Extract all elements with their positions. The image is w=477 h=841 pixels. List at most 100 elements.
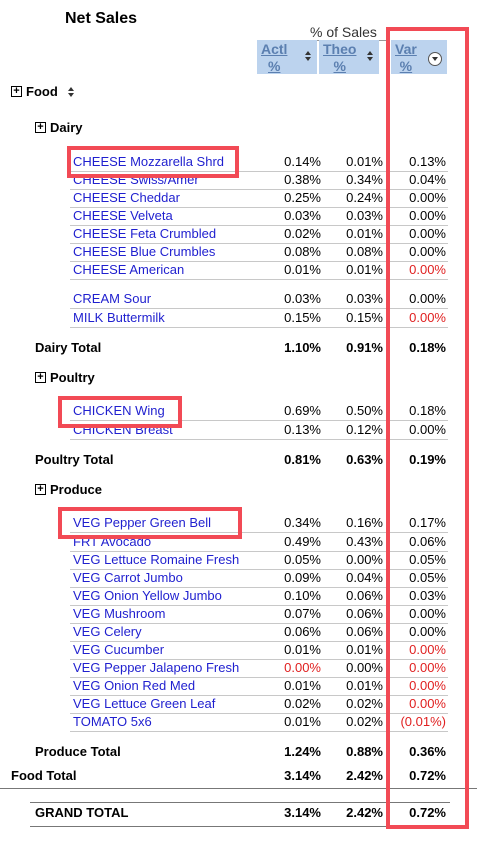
- var-value: 0.05%: [409, 570, 446, 585]
- row-divider: [70, 551, 448, 552]
- total-var: 0.72%: [409, 805, 446, 820]
- item-link[interactable]: CHEESE Cheddar: [73, 190, 180, 205]
- total-var: 0.19%: [409, 452, 446, 467]
- var-value: 0.00%: [409, 291, 446, 306]
- group-dairy-label: Dairy: [50, 120, 83, 135]
- var-value: 0.00%: [409, 624, 446, 639]
- actl-value: 0.10%: [284, 588, 321, 603]
- table-row: VEG Pepper Green Bell 0.34% 0.16% 0.17%: [0, 515, 477, 533]
- dropdown-filter-icon[interactable]: [428, 52, 442, 66]
- var-value: 0.00%: [409, 660, 446, 675]
- var-value: 0.00%: [409, 606, 446, 621]
- sort-icon[interactable]: [304, 51, 312, 61]
- highlight-box: [386, 27, 469, 829]
- item-link[interactable]: CHEESE Feta Crumbled: [73, 226, 217, 241]
- item-link[interactable]: VEG Pepper Green Bell: [73, 515, 212, 530]
- item-link[interactable]: VEG Mushroom: [73, 606, 166, 621]
- column-header-var[interactable]: Var %: [391, 40, 447, 74]
- total-theo: 0.91%: [346, 340, 383, 355]
- item-link[interactable]: VEG Cucumber: [73, 642, 165, 657]
- item-link[interactable]: VEG Lettuce Romaine Fresh: [73, 552, 240, 567]
- item-link[interactable]: VEG Carrot Jumbo: [73, 570, 183, 585]
- report-title: Net Sales: [65, 10, 138, 27]
- highlight-box: [58, 507, 242, 539]
- theo-value: 0.02%: [346, 714, 383, 729]
- item-link[interactable]: VEG Pepper Jalapeno Fresh: [73, 660, 240, 675]
- item-link[interactable]: CHEESE Blue Crumbles: [73, 244, 216, 259]
- highlight-box: [67, 146, 239, 178]
- item-link[interactable]: CHICKEN Wing: [73, 403, 165, 418]
- row-divider: [70, 532, 448, 533]
- column-actl-unit: %: [268, 58, 281, 74]
- actl-value: 0.08%: [284, 244, 321, 259]
- column-header-theo[interactable]: Theo %: [319, 40, 379, 74]
- actl-value: 0.02%: [284, 696, 321, 711]
- row-divider: [70, 308, 448, 309]
- column-header-actl[interactable]: Actl %: [257, 40, 317, 74]
- row-divider: [70, 569, 448, 570]
- item-link[interactable]: MILK Buttermilk: [73, 310, 165, 325]
- row-divider: [70, 171, 448, 172]
- item-link[interactable]: CREAM Sour: [73, 291, 152, 306]
- theo-value: 0.34%: [346, 172, 383, 187]
- total-theo: 2.42%: [346, 768, 383, 783]
- actl-value: 0.01%: [284, 714, 321, 729]
- theo-value: 0.01%: [346, 678, 383, 693]
- divider: [0, 788, 477, 789]
- total-var: 0.72%: [409, 768, 446, 783]
- item-link[interactable]: VEG Celery: [73, 624, 142, 639]
- table-row: VEG Lettuce Green Leaf 0.02% 0.02% 0.00%: [0, 696, 477, 714]
- expand-food-icon[interactable]: +: [11, 86, 22, 97]
- theo-value: 0.01%: [346, 262, 383, 277]
- item-link[interactable]: TOMATO 5x6: [73, 714, 152, 729]
- table-row: VEG Cucumber 0.01% 0.01% 0.00%: [0, 642, 477, 660]
- theo-value: 0.06%: [346, 606, 383, 621]
- item-link[interactable]: VEG Onion Yellow Jumbo: [73, 588, 222, 603]
- theo-value: 0.04%: [346, 570, 383, 585]
- item-link[interactable]: CHEESE Mozzarella Shrd: [73, 154, 224, 169]
- expand-dairy-icon[interactable]: +: [35, 122, 46, 133]
- theo-value: 0.12%: [346, 422, 383, 437]
- table-row: VEG Celery 0.06% 0.06% 0.00%: [0, 624, 477, 642]
- var-value: 0.00%: [409, 678, 446, 693]
- expand-poultry-icon[interactable]: +: [35, 372, 46, 383]
- sort-icon[interactable]: [67, 87, 75, 97]
- item-link[interactable]: CHEESE Velveta: [73, 208, 173, 223]
- theo-value: 0.00%: [346, 552, 383, 567]
- dairy-total-row: Dairy Total 1.10% 0.91% 0.18%: [0, 340, 477, 358]
- item-link[interactable]: VEG Lettuce Green Leaf: [73, 696, 216, 711]
- theo-value: 0.01%: [346, 154, 383, 169]
- row-divider: [70, 243, 448, 244]
- theo-value: 0.08%: [346, 244, 383, 259]
- total-var: 0.18%: [409, 340, 446, 355]
- theo-value: 0.02%: [346, 696, 383, 711]
- total-actl: 0.81%: [284, 452, 321, 467]
- table-row: CHEESE Feta Crumbled 0.02% 0.01% 0.00%: [0, 226, 477, 244]
- sort-icon[interactable]: [366, 51, 374, 61]
- actl-value: 0.09%: [284, 570, 321, 585]
- actl-value: 0.03%: [284, 291, 321, 306]
- group-food-label: Food: [26, 84, 58, 99]
- actl-value: 0.03%: [284, 208, 321, 223]
- var-value: 0.00%: [409, 262, 446, 277]
- theo-value: 0.16%: [346, 515, 383, 530]
- theo-value: 0.50%: [346, 403, 383, 418]
- theo-value: 0.01%: [346, 642, 383, 657]
- row-divider: [70, 327, 448, 328]
- var-value: 0.06%: [409, 534, 446, 549]
- total-actl: 3.14%: [284, 768, 321, 783]
- actl-value: 0.14%: [284, 154, 321, 169]
- row-divider: [70, 659, 448, 660]
- table-row: CREAM Sour 0.03% 0.03% 0.00%: [0, 291, 477, 309]
- table-row: CHEESE Velveta 0.03% 0.03% 0.00%: [0, 208, 477, 226]
- actl-value: 0.01%: [284, 678, 321, 693]
- actl-value: 0.49%: [284, 534, 321, 549]
- item-link[interactable]: VEG Onion Red Med: [73, 678, 196, 693]
- expand-produce-icon[interactable]: +: [35, 484, 46, 495]
- table-row: VEG Mushroom 0.07% 0.06% 0.00%: [0, 606, 477, 624]
- var-value: 0.00%: [409, 226, 446, 241]
- total-theo: 0.88%: [346, 744, 383, 759]
- item-link[interactable]: CHEESE American: [73, 262, 185, 277]
- total-actl: 1.24%: [284, 744, 321, 759]
- table-row: VEG Lettuce Romaine Fresh 0.05% 0.00% 0.05%: [0, 552, 477, 570]
